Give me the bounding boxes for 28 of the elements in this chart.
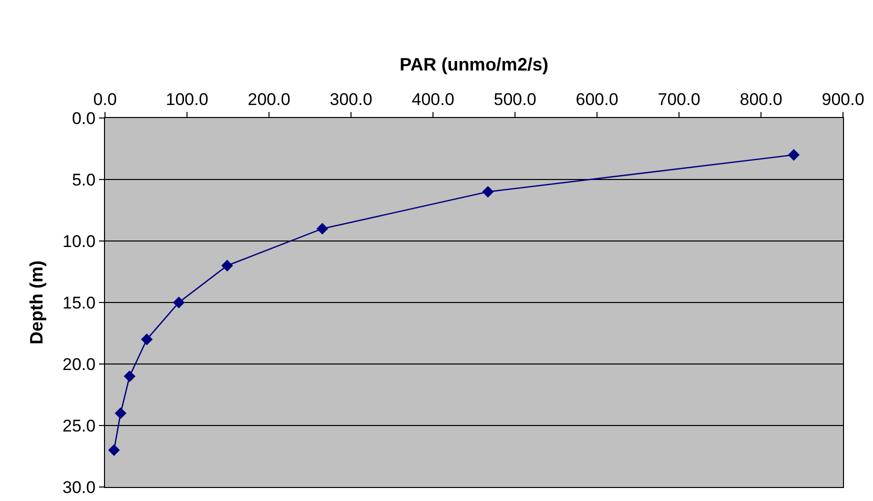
y-tick-label: 10.0 — [62, 232, 96, 251]
point — [221, 260, 234, 272]
point — [124, 370, 136, 382]
x-tick-label: 500.0 — [494, 90, 536, 110]
point — [140, 334, 153, 346]
x-tick-label: 900.0 — [822, 90, 864, 110]
x-tick-label: 0.0 — [93, 90, 117, 110]
y-tick-label: 15.0 — [62, 293, 96, 312]
x-tick-label: 100.0 — [166, 90, 208, 110]
x-tick-label: 800.0 — [740, 90, 782, 110]
x-tick-label: 700.0 — [658, 90, 700, 110]
y-tick-label: 25.0 — [62, 416, 96, 436]
point — [788, 149, 800, 161]
point — [114, 407, 126, 420]
point — [108, 444, 120, 456]
x-tick-label: 400.0 — [412, 90, 454, 110]
x-tick-label: 600.0 — [576, 90, 618, 110]
y-axis-title: Depth (m) — [26, 260, 47, 344]
y-tick-label: 30.0 — [62, 478, 96, 497]
point — [482, 186, 494, 198]
x-tick-label: 200.0 — [248, 90, 290, 110]
y-tick-label: 0.0 — [72, 108, 96, 128]
x-tick-label: 300.0 — [330, 90, 372, 110]
point — [316, 222, 328, 235]
point — [172, 296, 185, 308]
x-axis-title: PAR (unmo/m2/s) — [400, 54, 548, 74]
y-tick-label: 5.0 — [72, 170, 96, 190]
y-tick-label: 20.0 — [62, 354, 96, 374]
